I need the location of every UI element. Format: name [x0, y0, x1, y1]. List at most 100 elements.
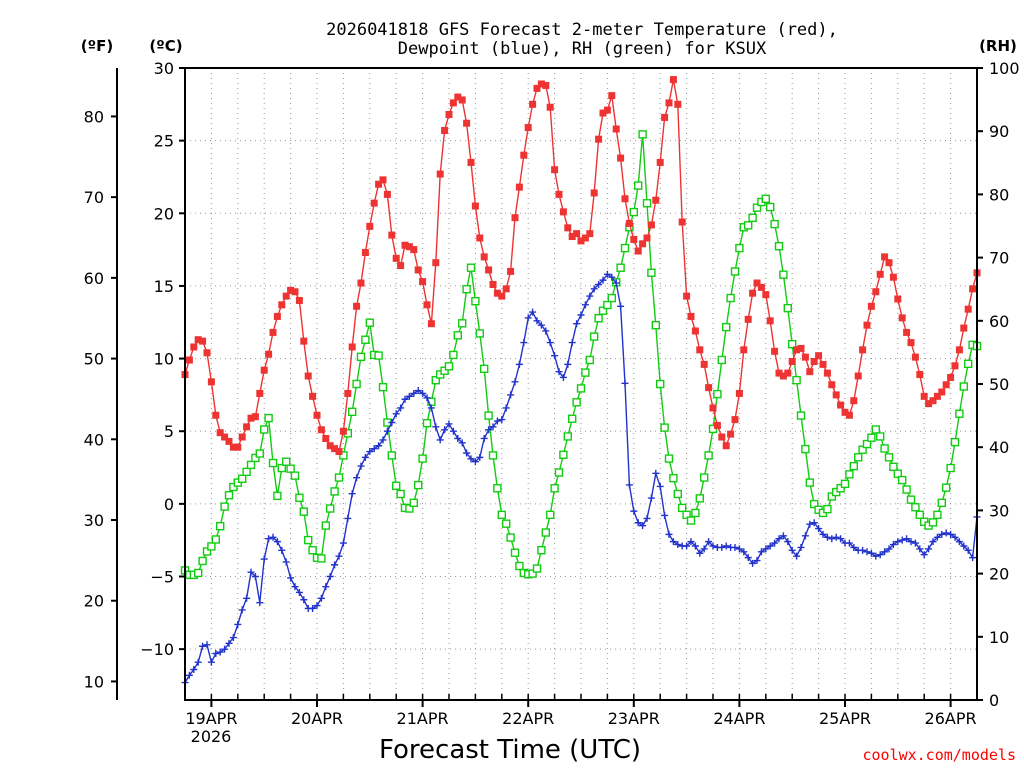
- temperature-point: [432, 259, 440, 267]
- dewpoint-point: [832, 533, 840, 541]
- temperature-point: [581, 234, 589, 242]
- temperature-point: [480, 253, 488, 261]
- rh-point: [387, 451, 396, 460]
- dewpoint-point: [801, 532, 809, 540]
- temperature-point: [304, 372, 312, 380]
- series: [180, 76, 982, 687]
- rh-point: [405, 504, 414, 513]
- temperature-point: [863, 321, 871, 329]
- temperature-point: [735, 389, 743, 397]
- temperature-point: [203, 349, 211, 357]
- temperature-point: [212, 411, 220, 419]
- rh-tick-label: 90: [989, 122, 1009, 141]
- dewpoint-point: [463, 449, 471, 457]
- dewpoint-point: [229, 634, 237, 642]
- rh-point: [488, 451, 498, 460]
- temperature-point: [749, 289, 757, 297]
- rh-point: [730, 267, 740, 276]
- temperature-point: [238, 433, 246, 441]
- dewpoint-point: [951, 533, 959, 541]
- fahrenheit-tick-label: 50: [84, 350, 104, 369]
- rh-point: [422, 418, 432, 428]
- temperature-point: [625, 219, 633, 227]
- rh-point: [193, 568, 203, 578]
- axes: 302520151050−5−1080706050403020101009080…: [84, 59, 1020, 728]
- temperature-point: [722, 442, 730, 450]
- temperature-point: [867, 302, 875, 310]
- temperature-point: [463, 119, 471, 127]
- dewpoint-point: [599, 276, 607, 284]
- rh-point: [255, 449, 264, 458]
- rh-point: [559, 450, 568, 459]
- rh-point: [827, 492, 836, 501]
- temperature-point: [718, 433, 726, 441]
- temperature-point: [678, 218, 686, 226]
- dewpoint-point: [625, 481, 633, 489]
- temperature-point: [854, 372, 862, 380]
- dewpoint-point: [256, 599, 264, 607]
- temperature-point: [691, 327, 699, 335]
- temperature-point: [700, 360, 708, 368]
- temperature-point: [243, 423, 251, 431]
- celsius-tick-label: 0: [164, 495, 174, 514]
- rh-point: [277, 463, 286, 473]
- temperature-point: [806, 368, 814, 376]
- dewpoint-point: [933, 533, 941, 541]
- temperature-point: [656, 158, 664, 166]
- rh-point: [748, 213, 757, 222]
- dewpoint-point: [757, 548, 765, 556]
- temperature-point: [441, 126, 449, 134]
- rh-point: [766, 202, 775, 212]
- temperature-point: [322, 434, 330, 442]
- dewpoint-point: [397, 404, 405, 412]
- rh-point: [651, 321, 660, 330]
- temperature-point: [903, 328, 911, 336]
- dewpoint-point: [427, 404, 435, 412]
- dewpoint-point: [696, 549, 704, 557]
- dewpoint-point: [647, 494, 655, 502]
- dewpoint-point: [652, 469, 660, 477]
- temperature-point: [837, 401, 845, 409]
- dewpoint-point: [705, 538, 713, 546]
- temperature-point: [841, 408, 849, 416]
- rh-point: [937, 498, 946, 508]
- series-line: [184, 79, 978, 453]
- temperature-point: [476, 234, 484, 242]
- rh-point: [572, 398, 581, 407]
- dewpoint-point: [771, 539, 779, 547]
- dewpoint-point: [819, 530, 827, 538]
- temperature-point: [357, 279, 365, 287]
- dewpoint-point: [207, 658, 215, 666]
- temperature-point: [449, 99, 457, 107]
- temperature-point: [370, 199, 378, 207]
- temperature-point: [709, 404, 717, 412]
- rh-point: [506, 533, 515, 542]
- rh-point: [594, 314, 603, 323]
- dewpoint-point: [595, 280, 603, 288]
- rh-tick-label: 30: [989, 501, 1009, 520]
- temperature-point: [766, 317, 774, 325]
- temperature-point: [185, 356, 193, 364]
- dewpoint-point: [793, 552, 801, 560]
- fahrenheit-tick-label: 30: [84, 511, 104, 530]
- temperature-point: [947, 373, 955, 381]
- dewpoint-point: [691, 542, 699, 550]
- temperature-point: [801, 353, 809, 361]
- dewpoint-point: [366, 448, 374, 456]
- temperature-point: [960, 324, 968, 332]
- rh-tick-label: 60: [989, 312, 1009, 331]
- dewpoint-point: [929, 538, 937, 546]
- temperature-point: [687, 312, 695, 320]
- temperature-point: [229, 443, 237, 451]
- rh-point: [955, 409, 964, 418]
- rh-point: [669, 473, 678, 483]
- dewpoint-point: [216, 648, 224, 656]
- x-axis-title: Forecast Time (UTC): [379, 735, 641, 765]
- dewpoint-point: [410, 389, 418, 397]
- dewpoint-point: [546, 339, 554, 347]
- rh-point: [546, 510, 555, 520]
- temperature-point: [388, 231, 396, 239]
- dewpoint-point: [445, 420, 453, 428]
- dewpoint-point: [260, 555, 268, 563]
- rh-point: [603, 300, 612, 310]
